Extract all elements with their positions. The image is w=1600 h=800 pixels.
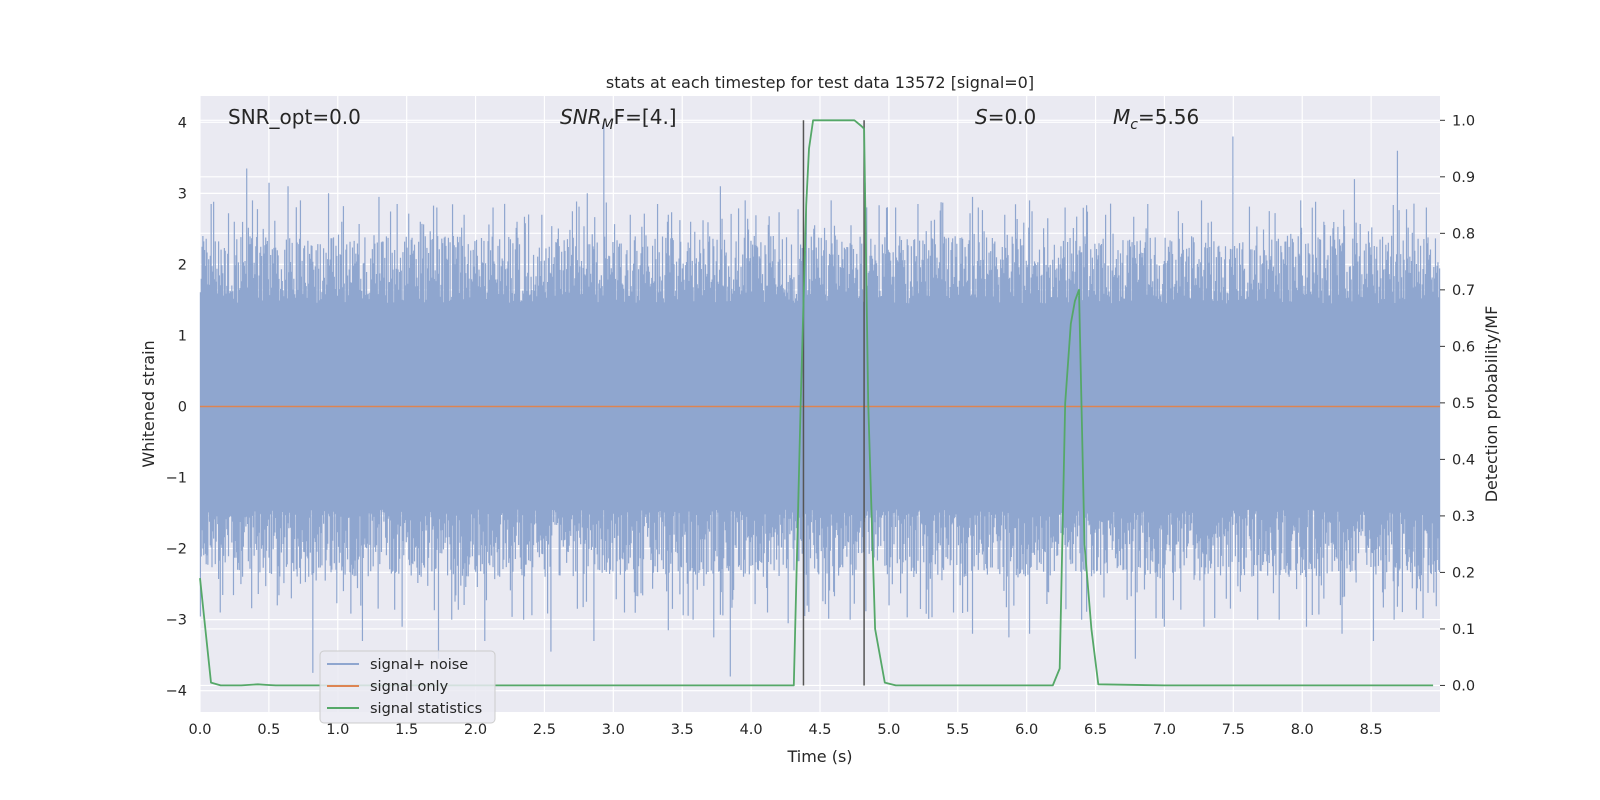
- y-right-tick-label-1: 0.9: [1452, 170, 1475, 186]
- x-tick-label-7: 3.5: [671, 722, 694, 738]
- chart-title: stats at each timestep for test data 135…: [606, 73, 1034, 92]
- annotation-s: S=0.0: [975, 105, 1036, 129]
- annotation-snr-mf-prefix: SNR: [560, 105, 602, 129]
- signal-noise-line: [199, 122, 1441, 677]
- x-tick-label-8: 4.0: [740, 722, 763, 738]
- y-right-tick-label-6: 0.4: [1452, 452, 1475, 468]
- legend-label-signal-only: signal only: [370, 679, 449, 695]
- y-left-tick-label-2: 2: [178, 257, 187, 273]
- y-left-tick-label-5: −1: [166, 471, 187, 487]
- vertical-markers: [802, 120, 865, 686]
- y-right-tick-label-3: 0.7: [1452, 283, 1475, 299]
- y-left-tick-label-4: 0: [178, 399, 187, 415]
- legend-label-signal-noise: signal+ noise: [370, 657, 468, 673]
- y-axis-label-right: Detection probability/MF: [1482, 306, 1501, 503]
- y-right-tick-label-10: 0.0: [1452, 678, 1475, 694]
- y-right-tick-label-0: 1.0: [1452, 113, 1475, 129]
- y-right-tick-label-2: 0.8: [1452, 226, 1475, 242]
- y-right-tick-label-9: 0.1: [1452, 622, 1475, 638]
- y-left-tick-label-8: −4: [166, 684, 187, 700]
- x-tick-label-3: 1.5: [395, 722, 418, 738]
- annotation-mc: Mc=5.56: [1113, 105, 1199, 133]
- legend-box: [319, 650, 496, 724]
- x-tick-label-0: 0.0: [188, 722, 211, 738]
- annotation-snr-opt: SNR_opt=0.0: [228, 105, 361, 129]
- x-tick-label-17: 8.5: [1360, 722, 1383, 738]
- y-left-tick-label-7: −3: [166, 613, 187, 629]
- x-tick-label-16: 8.0: [1291, 722, 1314, 738]
- series-signal-noise: [199, 122, 1441, 677]
- x-tick-label-13: 6.5: [1084, 722, 1107, 738]
- y-right-tick-label-5: 0.5: [1452, 396, 1475, 412]
- annotation-s-value: =0.0: [988, 105, 1037, 129]
- x-tick-label-1: 0.5: [257, 722, 280, 738]
- x-tick-label-2: 1.0: [326, 722, 349, 738]
- x-tick-label-10: 5.0: [877, 722, 900, 738]
- x-tick-label-5: 2.5: [533, 722, 556, 738]
- x-tick-label-6: 3.0: [602, 722, 625, 738]
- y-left-tick-label-6: −2: [166, 542, 187, 558]
- y-right-tick-label-8: 0.2: [1452, 565, 1475, 581]
- x-tick-label-11: 5.5: [946, 722, 969, 738]
- tick-labels: 0.0 0.5 1.0 1.5 2.0 2.5 3.0 3.5 4.0 4.5 5.0 5.5 6.0 6…: [166, 113, 1475, 738]
- legend: signal+ noise signal only signal statist…: [319, 650, 496, 724]
- y-left-tick-label-0: 4: [178, 115, 187, 131]
- x-tick-label-15: 7.5: [1222, 722, 1245, 738]
- annotation-snr-mf-sub: M: [602, 117, 614, 133]
- signal-statistics-line: [199, 119, 1434, 687]
- x-tick-label-14: 7.0: [1153, 722, 1176, 738]
- y-right-tick-label-7: 0.3: [1452, 509, 1475, 525]
- annotation-mc-value: =5.56: [1138, 105, 1199, 129]
- x-tick-label-12: 6.0: [1015, 722, 1038, 738]
- legend-label-signal-statistics: signal statistics: [370, 701, 482, 717]
- x-tick-label-4: 2.0: [464, 722, 487, 738]
- annotation-mc-sub: c: [1130, 117, 1138, 133]
- x-axis-label: Time (s): [786, 747, 852, 766]
- y-left-tick-label-1: 3: [178, 186, 187, 202]
- series-signal-statistics: [199, 119, 1434, 687]
- y-right-tick-label-4: 0.6: [1452, 339, 1475, 355]
- annotation-s-var: S: [975, 105, 988, 129]
- y-axis-label-left: Whitened strain: [139, 340, 158, 467]
- annotation-snr-mf-suffix: F=[4.]: [614, 105, 677, 129]
- x-tick-label-9: 4.5: [808, 722, 831, 738]
- y-left-tick-label-3: 1: [178, 328, 187, 344]
- annotation-snr-mf: SNRMF=[4.]: [560, 105, 677, 133]
- annotation-mc-var: M: [1113, 105, 1130, 129]
